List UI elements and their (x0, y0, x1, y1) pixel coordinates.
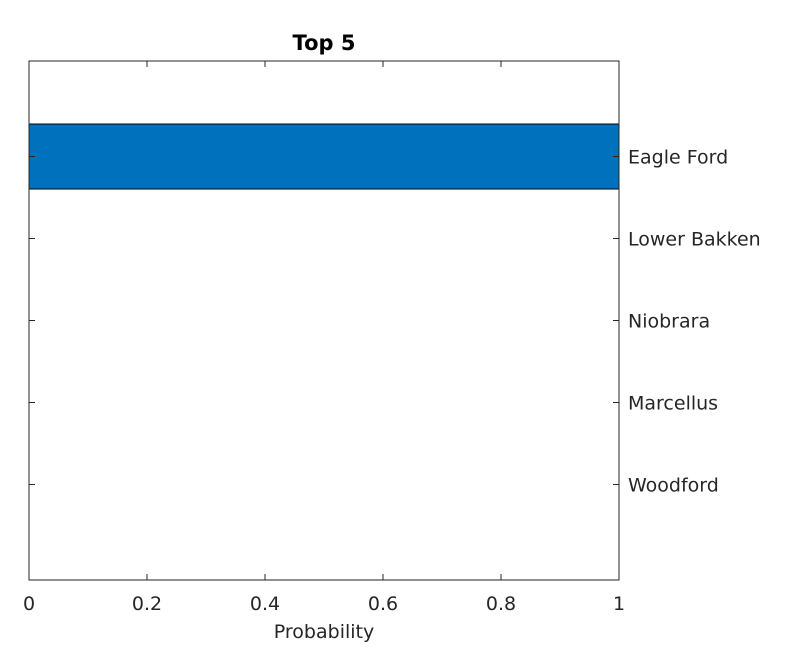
category-label: Woodford (628, 474, 719, 496)
bar-0 (28, 123, 620, 190)
x-tick-label: 0.8 (486, 593, 516, 615)
y-ticks-group: Eagle Ford Lower Bakken Niobrara Marcellus W… (29, 147, 761, 496)
category-label: Niobrara (628, 311, 710, 333)
category-label: Eagle Ford (628, 147, 728, 169)
x-ticks-group: 0 0.2 0.4 0.6 0.8 1 (23, 61, 625, 615)
x-tick-label: 1 (613, 593, 625, 615)
chart-title: Top 5 (293, 31, 356, 55)
x-tick-label: 0.2 (132, 593, 162, 615)
x-tick-label: 0.4 (250, 593, 280, 615)
x-axis-label: Probability (274, 621, 374, 643)
category-label: Lower Bakken (628, 229, 761, 251)
bars-group (28, 123, 620, 190)
x-tick-label: 0 (23, 593, 35, 615)
category-label: Marcellus (628, 392, 718, 414)
x-tick-label: 0.6 (368, 593, 398, 615)
